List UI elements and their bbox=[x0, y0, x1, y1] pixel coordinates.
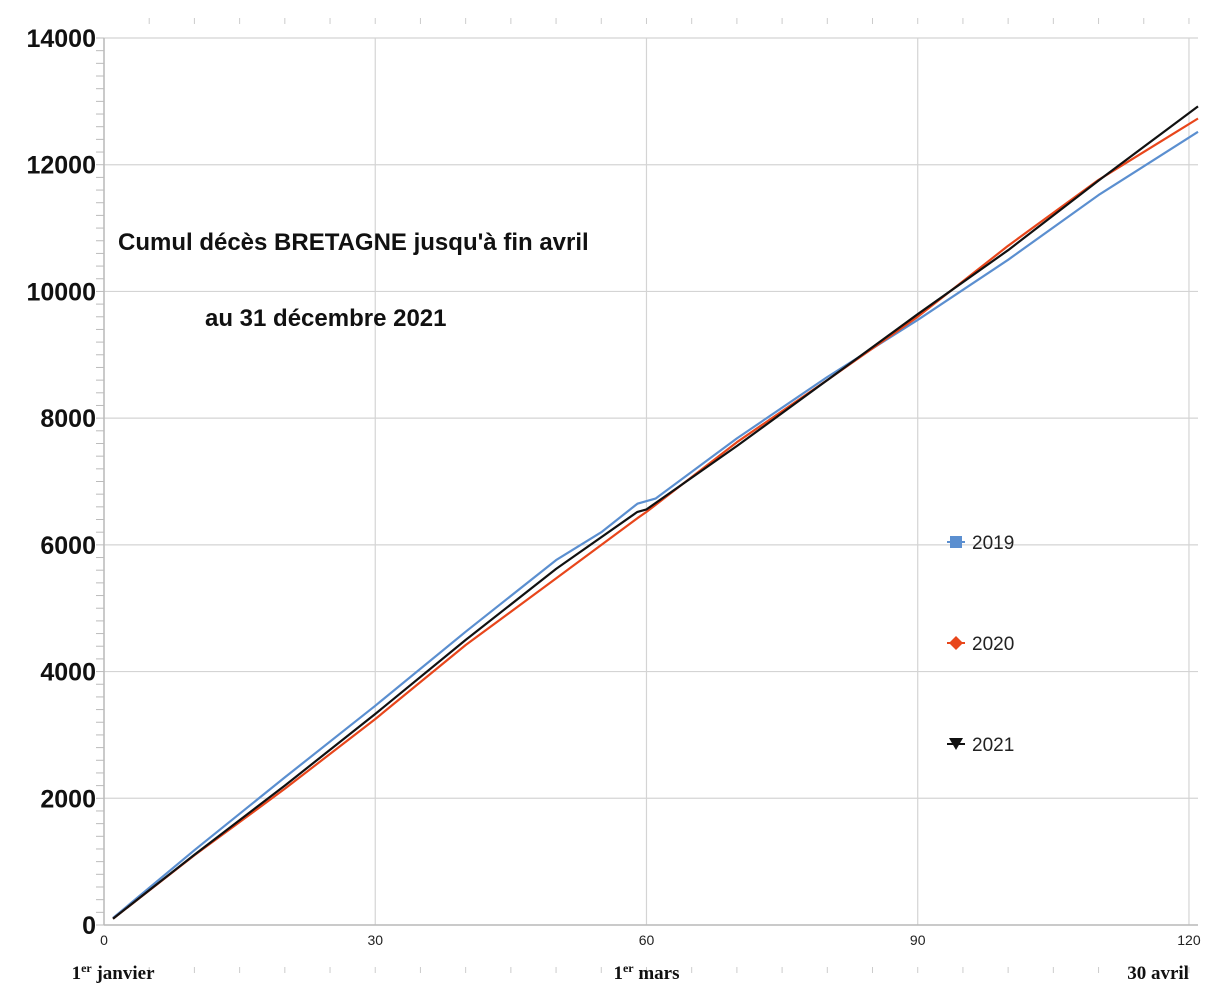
legend-marker-diamond bbox=[949, 636, 963, 650]
y-tick-label: 12000 bbox=[26, 152, 96, 180]
x-caption-label: 1er mars bbox=[613, 961, 679, 983]
x-tick-label: 30 bbox=[367, 932, 383, 948]
legend-label: 2020 bbox=[972, 634, 1014, 655]
x-caption-label: 1er janvier bbox=[72, 961, 156, 983]
x-tick-label: 0 bbox=[100, 932, 108, 948]
series-line-2021 bbox=[112, 105, 1199, 920]
y-tick-label: 0 bbox=[82, 912, 96, 940]
series-line-2019 bbox=[112, 130, 1199, 919]
legend-label: 2021 bbox=[972, 735, 1014, 756]
series-lines bbox=[112, 105, 1199, 920]
x-tick-label: 90 bbox=[910, 932, 926, 948]
axes: 0 2000 4000 6000 8000 10000 12000 14000 0 30 60 90 1… bbox=[26, 25, 1200, 983]
x-caption-label: 30 avril bbox=[1127, 963, 1189, 983]
y-tick-label: 4000 bbox=[40, 659, 96, 687]
x-tick-label: 120 bbox=[1177, 932, 1201, 948]
legend-marker-triangle bbox=[949, 738, 963, 750]
y-tick-label: 14000 bbox=[26, 25, 96, 53]
x-tick-label: 60 bbox=[639, 932, 655, 948]
legend-label: 2019 bbox=[972, 533, 1014, 554]
legend: 2019 2020 2021 bbox=[947, 533, 1014, 756]
y-tick-label: 8000 bbox=[40, 405, 96, 433]
chart-title: Cumul décès BRETAGNE jusqu'à fin avril bbox=[118, 229, 589, 256]
grid bbox=[96, 18, 1198, 973]
series-line-2020 bbox=[112, 117, 1199, 920]
y-tick-label: 2000 bbox=[40, 785, 96, 813]
y-tick-label: 6000 bbox=[40, 532, 96, 560]
y-tick-label: 10000 bbox=[26, 278, 96, 306]
chart-subtitle: au 31 décembre 2021 bbox=[205, 305, 447, 332]
legend-marker-square bbox=[950, 536, 962, 548]
